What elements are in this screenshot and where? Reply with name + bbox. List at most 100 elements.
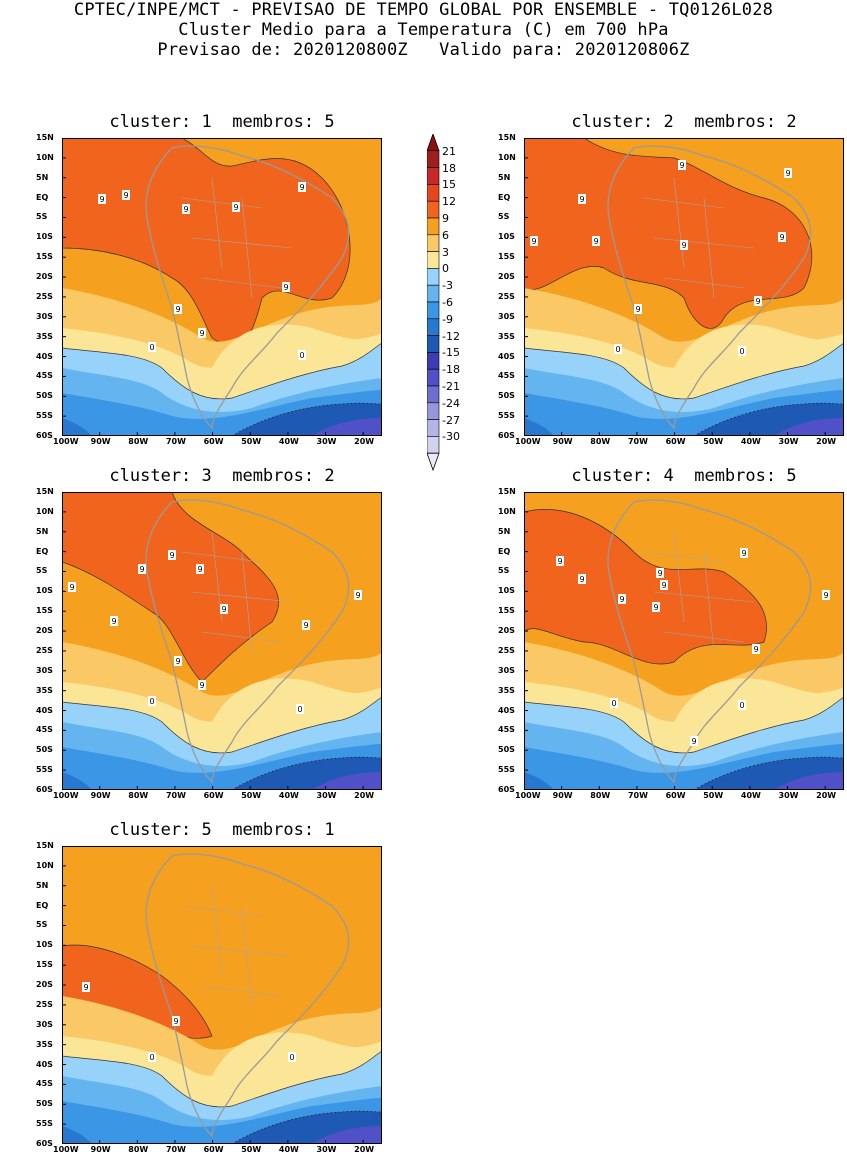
temperature-map: 9 9 9 9 9 9 9 9 9 0 0 — [523, 137, 845, 437]
contour-label: 0 — [148, 696, 156, 706]
colorbar-swatch — [427, 200, 440, 219]
contour-label: 9 — [174, 656, 182, 666]
contour-label: 0 — [614, 344, 622, 354]
contour-label: 0 — [148, 342, 156, 352]
contour-label: 0 — [738, 346, 746, 356]
lat-tick-label: 20S — [498, 626, 515, 636]
lon-tick-label: 70W — [165, 1145, 186, 1154]
contour-label: 0 — [296, 704, 304, 714]
colorbar-swatch — [427, 167, 440, 185]
lon-tick-label: 50W — [703, 791, 724, 800]
lat-tick-label: 15N — [36, 487, 54, 496]
svg-text:9: 9 — [653, 603, 658, 612]
lon-tick-label: 80W — [128, 437, 149, 446]
contour-label: 9 — [592, 236, 600, 246]
contour-label: 9 — [740, 548, 748, 558]
svg-text:9: 9 — [175, 305, 180, 314]
colorbar-label: 6 — [442, 228, 449, 242]
lon-tick-label: 30W — [316, 791, 337, 800]
lon-tick-label: 40W — [740, 437, 761, 446]
contour-label: 0 — [610, 698, 618, 708]
lat-tick-label: 10S — [36, 232, 53, 242]
lon-tick-label: 90W — [90, 791, 111, 800]
lat-tick-label: 60S — [36, 431, 53, 440]
contour-label: 9 — [282, 282, 290, 292]
contour-label: 9 — [680, 240, 688, 250]
contour-label: 9 — [634, 304, 642, 314]
lat-tick-label: 35S — [36, 1039, 53, 1049]
colorbar-label: -15 — [442, 346, 460, 360]
panel-title: cluster: 3 membros: 2 — [109, 466, 335, 486]
panel-title: cluster: 2 membros: 2 — [571, 112, 797, 132]
lon-tick-label: 90W — [90, 1145, 111, 1154]
map-panel-2: 9 9 9 9 9 9 9 9 9 0 0 — [523, 137, 845, 440]
lon-tick-label: 30W — [778, 437, 799, 446]
colorbar-label: -6 — [442, 296, 453, 309]
lat-tick-label: 10S — [36, 940, 53, 950]
lat-tick-label: 5S — [498, 566, 510, 576]
lat-tick-label: 10N — [36, 860, 54, 870]
lat-tick-label: 50S — [36, 1099, 53, 1109]
colorbar-label: 3 — [442, 245, 449, 259]
lon-tick-label: 100W — [53, 1145, 79, 1154]
colorbar-swatch — [427, 301, 440, 320]
lon-tick-label: 50W — [241, 1145, 262, 1154]
lat-tick-label: 45S — [36, 1079, 53, 1089]
colorbar-top-triangle — [427, 134, 440, 152]
colorbar-swatch — [427, 284, 440, 303]
svg-text:9: 9 — [69, 583, 74, 592]
lat-tick-label: 35S — [36, 685, 53, 695]
colorbar-swatch — [427, 402, 440, 420]
lon-tick-label: 80W — [590, 437, 611, 446]
svg-text:9: 9 — [593, 237, 598, 246]
lat-tick-label: 5N — [36, 526, 49, 536]
lat-tick-label: 10N — [498, 152, 516, 162]
colorbar-swatch — [427, 368, 440, 387]
lon-tick-label: 30W — [778, 791, 799, 800]
lat-tick-label: 45S — [498, 371, 515, 381]
svg-text:9: 9 — [779, 233, 784, 242]
colorbar-bottom-triangle — [427, 452, 440, 472]
lat-tick-label: 15S — [498, 252, 515, 262]
contour-label: 9 — [752, 644, 760, 654]
svg-text:0: 0 — [615, 345, 620, 354]
temperature-map: 9 9 0 0 — [61, 845, 383, 1145]
lon-tick-label: 30W — [316, 1145, 337, 1154]
contour-label: 9 — [122, 190, 130, 200]
lon-tick-label: 30W — [316, 437, 337, 446]
svg-text:9: 9 — [99, 195, 104, 204]
lat-tick-label: 15S — [36, 960, 53, 970]
lon-tick-label: 50W — [703, 437, 724, 446]
colorbar-label: 15 — [442, 178, 456, 192]
svg-text:9: 9 — [303, 621, 308, 630]
lat-tick-label: 50S — [498, 745, 515, 755]
lat-tick-label: 50S — [36, 745, 53, 755]
lat-tick-label: EQ — [498, 192, 511, 202]
panel-title: cluster: 4 membros: 5 — [571, 466, 797, 486]
svg-text:9: 9 — [175, 657, 180, 666]
svg-text:0: 0 — [149, 343, 154, 352]
svg-text:9: 9 — [139, 565, 144, 574]
lon-tick-label: 60W — [203, 1145, 224, 1154]
colorbar-label: 0 — [442, 262, 449, 276]
svg-text:9: 9 — [579, 195, 584, 204]
svg-text:0: 0 — [299, 351, 304, 360]
colorbar-swatch — [427, 436, 440, 454]
contour-label: 9 — [232, 202, 240, 212]
lat-tick-label: 5N — [36, 880, 49, 890]
lat-tick-label: 10N — [498, 506, 516, 516]
lat-tick-label: 20S — [498, 272, 515, 282]
contour-label: 0 — [148, 1052, 156, 1062]
map-panel-5: 9 9 0 0 — [61, 845, 383, 1148]
svg-text:0: 0 — [297, 705, 302, 714]
lat-tick-label: 35S — [498, 685, 515, 695]
svg-text:9: 9 — [199, 681, 204, 690]
colorbar-swatch — [427, 184, 440, 202]
map-panel-1: 9 9 9 9 9 9 9 9 0 0 — [61, 137, 383, 440]
lon-tick-label: 100W — [53, 791, 79, 800]
contour-label: 9 — [168, 550, 176, 560]
lon-tick-label: 50W — [241, 791, 262, 800]
svg-text:9: 9 — [785, 169, 790, 178]
contour-label: 9 — [198, 680, 206, 690]
colorbar-label: -21 — [442, 380, 460, 393]
